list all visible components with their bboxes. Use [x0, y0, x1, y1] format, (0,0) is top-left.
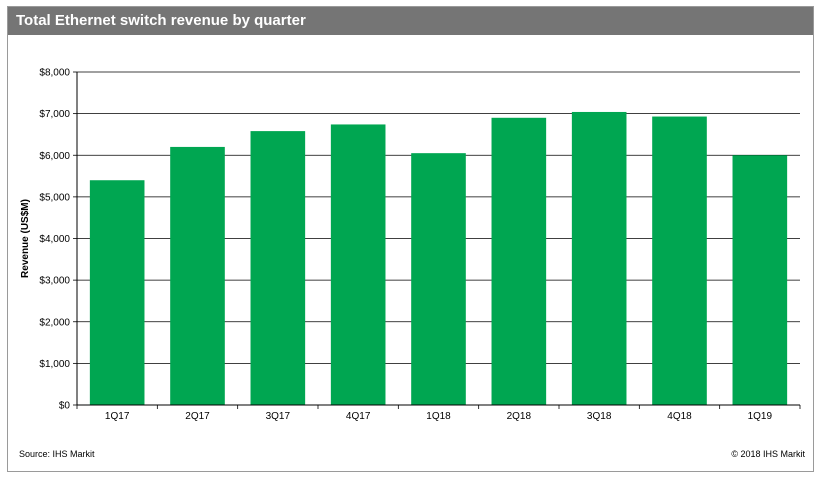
y-tick-label: $4,000 — [39, 234, 70, 245]
y-tick-label: $8,000 — [39, 68, 70, 79]
x-tick-label: 1Q18 — [426, 411, 451, 422]
y-tick-label: $3,000 — [39, 276, 70, 287]
x-tick-label: 3Q18 — [587, 411, 612, 422]
source-note: Source: IHS Markit — [19, 449, 95, 459]
x-tick-label: 2Q17 — [185, 411, 210, 422]
bar-3q18 — [571, 111, 627, 406]
bar-2q17 — [170, 146, 225, 406]
chart-title: Total Ethernet switch revenue by quarter — [8, 7, 813, 35]
y-tick-label: $2,000 — [39, 317, 70, 328]
y-tick-labels: $0 $1,000 $2,000 $3,000 $4,000 $5,000 $6,000 $7… — [39, 68, 70, 412]
bar-1q17 — [89, 180, 145, 405]
y-tick-label: $7,000 — [39, 109, 70, 120]
y-tick-label: $1,000 — [39, 359, 70, 370]
x-tick-label: 4Q17 — [346, 411, 371, 422]
axes — [76, 72, 800, 406]
copyright-note: © 2018 IHS Markit — [731, 449, 805, 459]
y-tick-label: $6,000 — [39, 151, 70, 162]
bar-2q18 — [491, 117, 547, 405]
x-tick-labels: 1Q17 2Q17 3Q17 4Q17 1Q18 2Q18 3Q18 4Q18 1Q19 — [76, 405, 801, 422]
x-tick-label: 1Q17 — [105, 411, 130, 422]
bar-1q19 — [732, 155, 788, 405]
x-tick-label: 1Q19 — [748, 411, 773, 422]
bar-4q17 — [330, 124, 386, 405]
x-tick-label: 3Q17 — [266, 411, 291, 422]
x-tick-label: 4Q18 — [667, 411, 692, 422]
y-tick-label: $5,000 — [39, 192, 70, 203]
bar-1q18 — [411, 153, 466, 405]
bar-4q18 — [652, 116, 707, 405]
x-tick-label: 2Q18 — [507, 411, 532, 422]
bar-3q17 — [250, 131, 306, 406]
y-tick-label: $0 — [59, 401, 71, 412]
y-axis-label: Revenue (US$M) — [20, 199, 31, 278]
bars — [89, 111, 788, 406]
